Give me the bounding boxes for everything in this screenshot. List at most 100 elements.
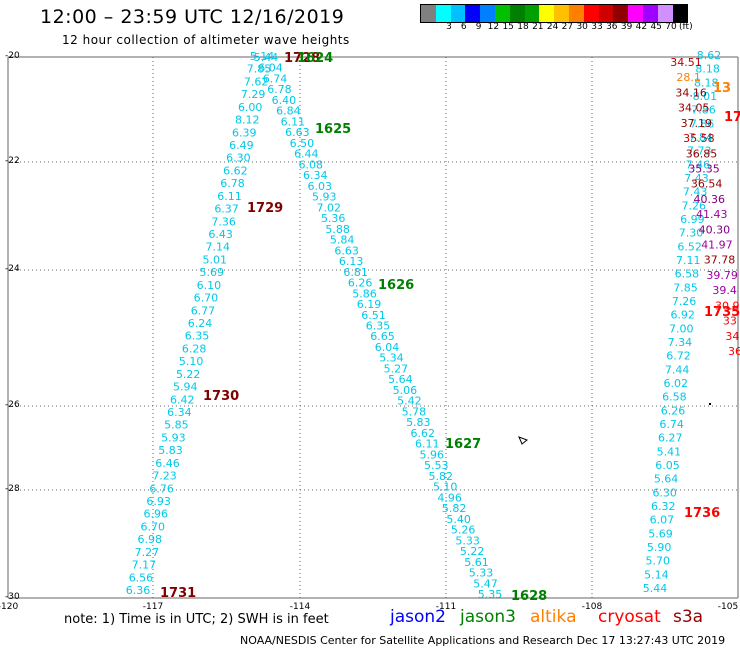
swh-label: 36 [728,345,740,358]
swh-label: 5.41 [657,445,682,458]
satellite-name-cryosat: cryosat [598,607,661,627]
pass-time-label: 1729 [247,201,283,216]
satellite-tracks: 5.147.857.627.296.008.126.396.496.306.62… [126,49,740,604]
swh-label: 6.43 [208,228,233,241]
island-marker-icon [518,436,528,445]
swh-label: 5.10 [179,355,204,368]
swh-label: 6.56 [129,571,154,584]
swh-label: 5.84 [330,234,355,247]
swh-label: 7.26 [682,199,707,212]
swh-label: 6.84 [276,105,301,118]
swh-label: 6.50 [290,137,315,150]
swh-label: 5.64 [388,373,413,386]
swh-label: 6.02 [664,377,689,390]
swh-label: 5.22 [176,368,201,381]
swh-label: 7.11 [676,254,701,267]
swh-label: 7.73 [687,145,712,158]
swh-label: 6.81 [343,266,368,279]
swh-label: 5.85 [164,419,189,432]
satellite-name-jason2: jason2 [390,607,446,627]
swh-label: 6.65 [370,330,395,343]
swh-label: 8.18 [694,76,719,89]
swh-label: 5.14 [644,568,669,581]
swh-label: 39.79 [706,269,738,282]
swh-label: 6.19 [357,298,382,311]
swh-label: 5.69 [648,527,673,540]
swh-label: 6.35 [366,320,391,333]
legend-swatch [421,5,436,22]
swh-label: 5.64 [654,473,679,486]
legend-swatch [435,5,451,22]
swh-label: 6.28 [182,342,207,355]
swh-label: 34 [725,330,739,343]
swh-label: 7.85 [247,63,272,76]
pass-time-label: 17 [724,110,740,125]
legend-tick: 70 [665,22,677,32]
swh-label: 35.58 [683,132,715,145]
swh-label: 6.07 [650,514,675,527]
footer-note: note: 1) Time is in UTC; 2) SWH is in fe… [64,612,329,627]
satellite-name-jason3: jason3 [460,607,516,627]
swh-label: 5.42 [397,395,422,408]
swh-label: 6.46 [155,457,180,470]
swh-label: 33 [723,315,737,328]
swh-label: 6.34 [167,406,192,419]
swh-label: 7.34 [668,336,693,349]
swh-label: 6.37 [214,203,239,216]
pass-time-label: 1628 [511,589,547,604]
legend-tick: 12 [487,22,500,32]
swh-label: 28.1 [676,71,701,84]
swh-label: 5.53 [424,459,449,472]
swh-label: 7.36 [211,215,236,228]
pass-time-label: 1626 [378,278,414,293]
pass-time-label: 1625 [315,122,351,137]
swh-label: 5.93 [161,431,186,444]
legend-swatch [494,5,510,22]
swh-label: 6.72 [666,350,691,363]
legend-swatch [657,5,673,22]
swh-label: 6.26 [348,277,373,290]
legend-tick: 3 [446,22,452,32]
legend-tick: 45 [650,22,662,32]
swh-label: 6.05 [655,459,680,472]
swh-label: 37.19 [681,117,713,130]
swh-label: 6.99 [680,213,705,226]
color-legend [420,4,689,23]
swh-label: 6.11 [281,115,306,128]
pass-time-label: 1627 [445,437,481,452]
swh-label: 8.12 [235,114,260,127]
legend-swatch [568,5,584,22]
swh-label: 6.30 [226,152,251,165]
swh-label: 5.94 [173,381,198,394]
swh-label: 6.00 [238,101,263,114]
swh-label: 6.51 [361,309,386,322]
swh-label: 6.49 [229,139,254,152]
legend-tick: 24 [546,22,559,32]
swh-label: 8.01 [693,90,718,103]
legend-tick: 18 [517,22,529,32]
swh-label: 7.84 [688,131,713,144]
legend-tick: 30 [576,22,588,32]
swh-label: 8.62 [697,49,722,62]
swh-label: 5.34 [379,352,404,365]
swh-label: 6.34 [303,169,328,182]
legend-swatch [613,5,629,22]
legend-swatch [642,5,658,22]
swh-label: 6.78 [220,177,245,190]
legend-tick: 39 [620,22,633,32]
latitude-label: -28 [5,484,20,494]
swh-label: 6.42 [170,393,195,406]
swh-label: 6.08 [299,158,324,171]
longitude-label: -114 [289,602,311,612]
swh-label: 6.27 [658,432,683,445]
swh-label: 6.39 [232,126,257,139]
swh-label: 6.93 [146,495,171,508]
legend-tick: 6 [460,22,467,32]
swh-label: 8.18 [695,63,720,76]
swh-label: 5.33 [455,534,480,547]
legend-tick: 15 [502,22,514,32]
swh-label: 5.86 [352,287,377,300]
swh-label: 6.26 [661,404,686,417]
legend-swatch [598,5,614,22]
